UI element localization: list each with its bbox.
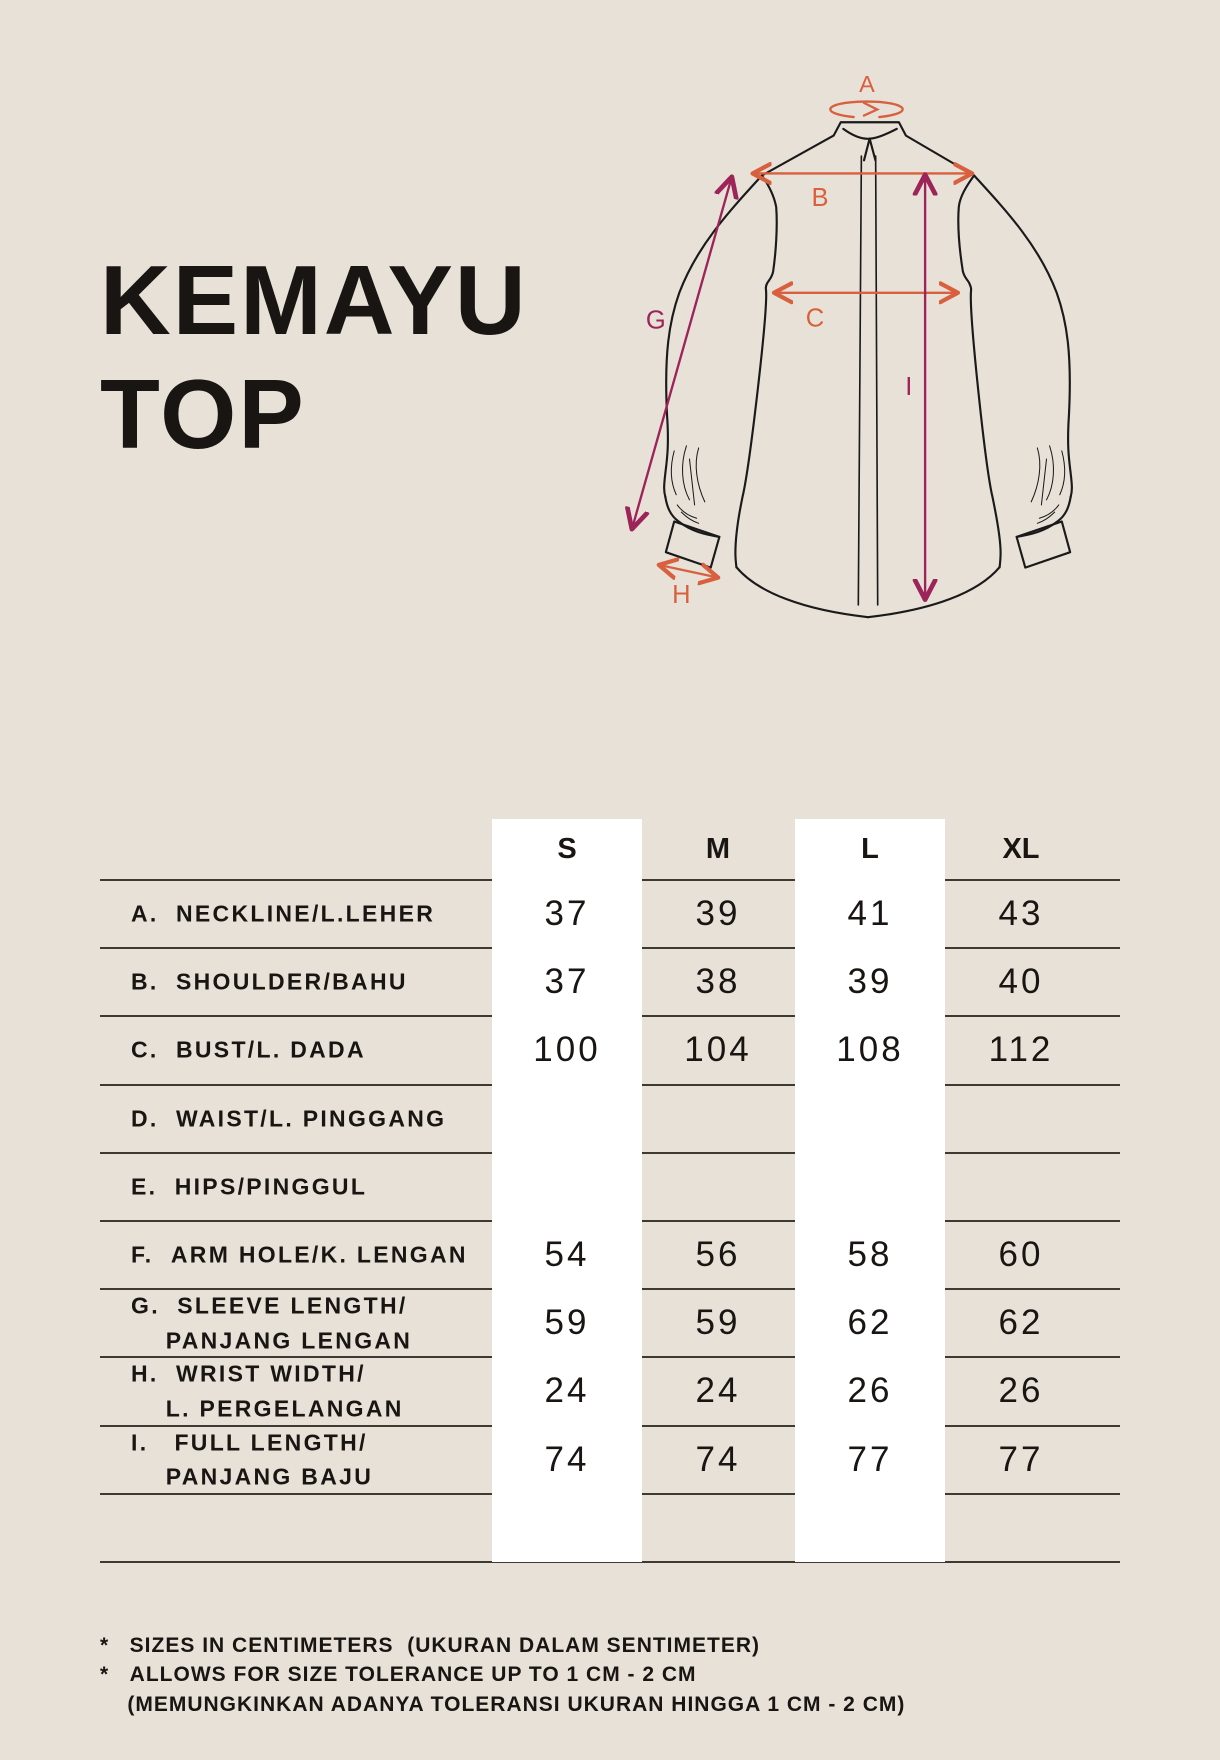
- svg-text:I: I: [905, 373, 912, 401]
- svg-text:G: G: [646, 307, 666, 335]
- svg-text:A: A: [859, 71, 875, 97]
- svg-text:B: B: [812, 184, 829, 212]
- svg-text:H: H: [672, 581, 690, 609]
- svg-text:C: C: [806, 304, 824, 332]
